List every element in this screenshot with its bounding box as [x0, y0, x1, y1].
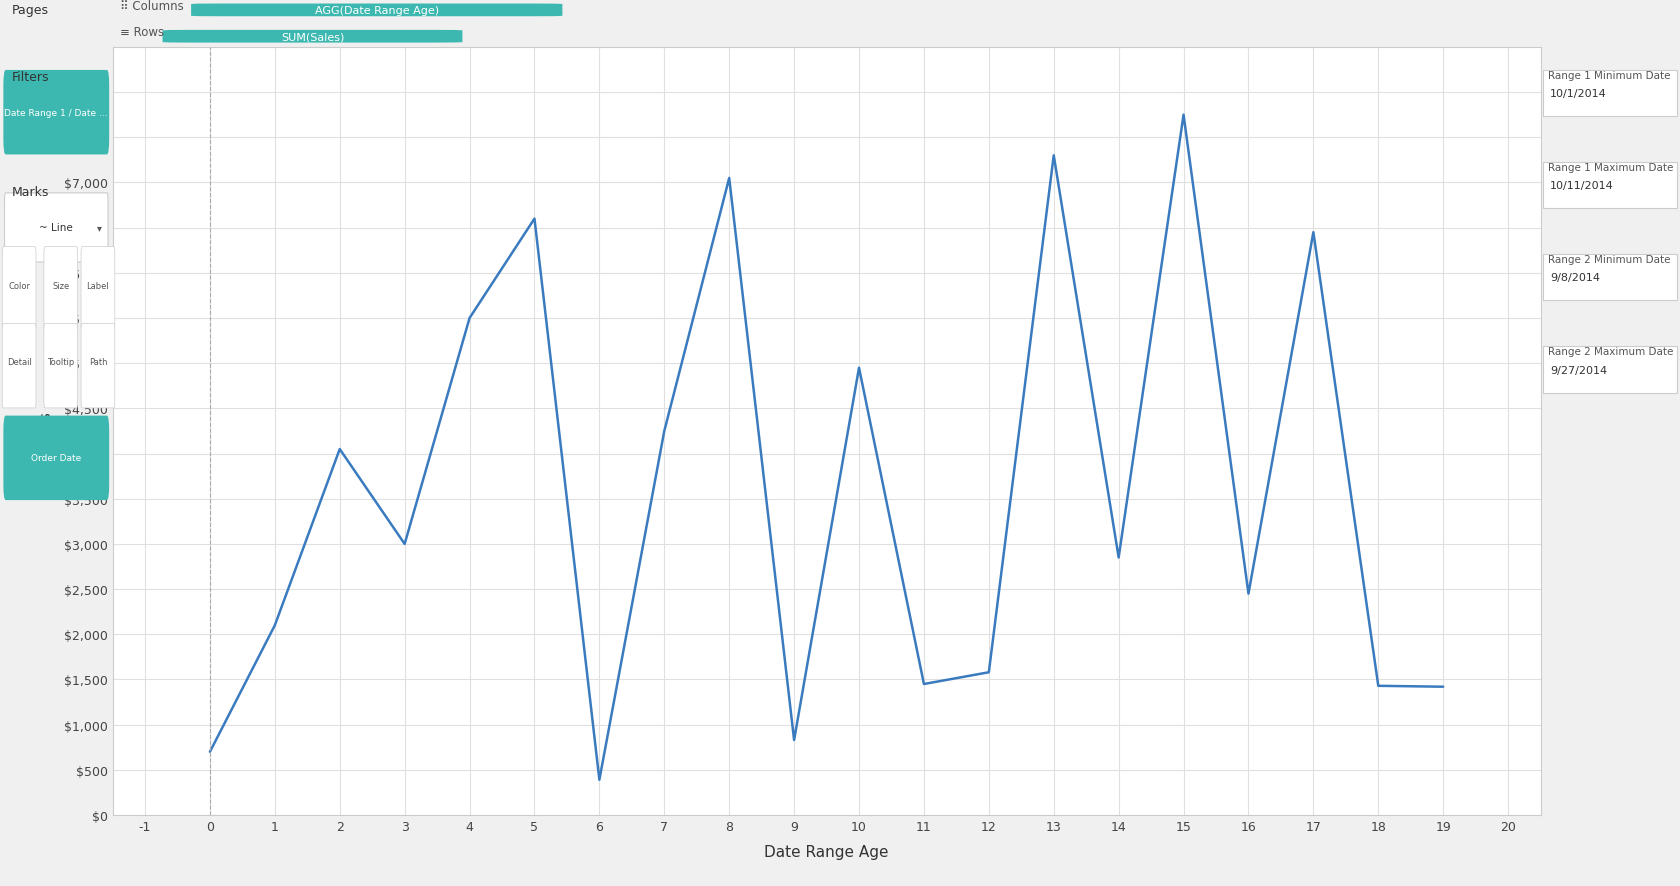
Text: SUM(Sales): SUM(Sales)	[281, 32, 344, 43]
Text: 9/27/2014: 9/27/2014	[1551, 365, 1608, 375]
Text: Order Date: Order Date	[32, 454, 81, 462]
Text: Detail: Detail	[7, 358, 32, 367]
Text: Size: Size	[52, 281, 69, 291]
Text: ≡ Rows: ≡ Rows	[119, 27, 165, 39]
FancyBboxPatch shape	[2, 324, 35, 408]
FancyBboxPatch shape	[1544, 71, 1677, 117]
FancyBboxPatch shape	[3, 416, 109, 501]
FancyBboxPatch shape	[44, 324, 77, 408]
Text: ▾: ▾	[97, 223, 101, 233]
FancyBboxPatch shape	[163, 31, 462, 43]
Text: Pages: Pages	[12, 4, 49, 17]
Text: Range 2 Minimum Date: Range 2 Minimum Date	[1547, 255, 1670, 265]
Text: Range 2 Maximum Date: Range 2 Maximum Date	[1547, 347, 1673, 357]
FancyBboxPatch shape	[1544, 347, 1677, 393]
FancyBboxPatch shape	[81, 247, 114, 331]
Text: Color: Color	[8, 281, 30, 291]
Text: Range 1 Maximum Date: Range 1 Maximum Date	[1547, 163, 1673, 173]
Text: 10/11/2014: 10/11/2014	[1551, 181, 1614, 191]
Text: ~ Line: ~ Line	[39, 223, 74, 233]
Text: Marks: Marks	[12, 186, 49, 199]
Text: Date Range 1 / Date ...: Date Range 1 / Date ...	[5, 109, 108, 118]
Text: AGG(Date Range Age): AGG(Date Range Age)	[314, 6, 438, 16]
FancyBboxPatch shape	[1544, 163, 1677, 209]
Y-axis label: Sales: Sales	[37, 411, 52, 452]
X-axis label: Date Range Age: Date Range Age	[764, 844, 889, 859]
Text: 9/8/2014: 9/8/2014	[1551, 273, 1601, 283]
Text: Filters: Filters	[12, 71, 49, 84]
FancyBboxPatch shape	[2, 247, 35, 331]
FancyBboxPatch shape	[1544, 255, 1677, 301]
Text: ⠿ Columns: ⠿ Columns	[119, 0, 183, 13]
FancyBboxPatch shape	[192, 4, 563, 17]
Text: Label: Label	[87, 281, 109, 291]
Text: Tooltip: Tooltip	[47, 358, 74, 367]
FancyBboxPatch shape	[5, 194, 108, 262]
FancyBboxPatch shape	[81, 324, 114, 408]
Text: Path: Path	[89, 358, 108, 367]
Text: 10/1/2014: 10/1/2014	[1551, 89, 1608, 99]
FancyBboxPatch shape	[3, 71, 109, 155]
FancyBboxPatch shape	[44, 247, 77, 331]
Text: Range 1 Minimum Date: Range 1 Minimum Date	[1547, 71, 1670, 81]
